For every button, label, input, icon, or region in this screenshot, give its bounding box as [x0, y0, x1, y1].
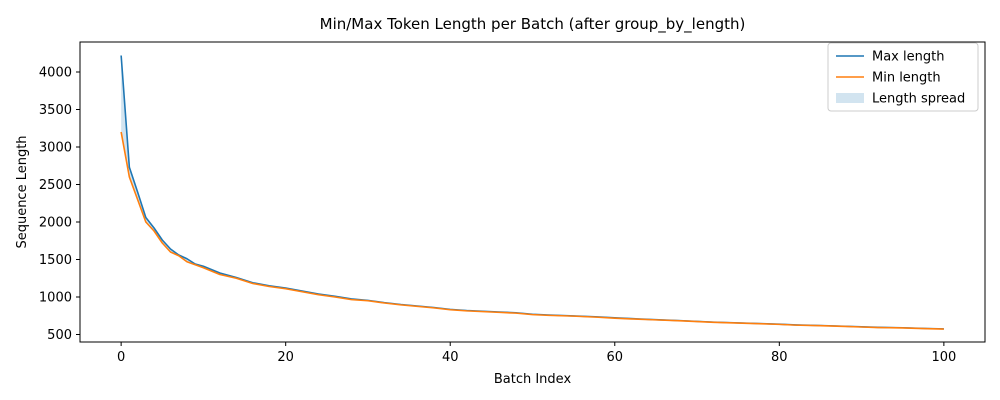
legend-spread-swatch	[836, 93, 864, 103]
y-tick-label: 500	[47, 328, 72, 343]
legend-spread-label: Length spread	[872, 92, 965, 107]
x-ticks: 0 20 40 60 80 100	[117, 342, 956, 365]
axes-frame	[79, 41, 986, 343]
x-tick-label: 80	[771, 350, 788, 365]
x-tick-label: 40	[442, 350, 459, 365]
y-ticks: 500 1000 1500 2000 2500 3000 3500 4000	[39, 66, 80, 343]
x-tick-label: 0	[117, 350, 125, 365]
y-tick-label: 2000	[39, 216, 72, 231]
min-length-line	[120, 131, 944, 330]
legend-box	[827, 42, 979, 112]
x-tick-label: 60	[606, 350, 623, 365]
x-tick-label: 20	[277, 350, 294, 365]
x-tick-label: 100	[931, 350, 956, 365]
y-tick-label: 3500	[39, 103, 72, 118]
lines-layer	[120, 55, 944, 330]
legend: Max length Min length Length spread	[827, 42, 979, 112]
y-tick-label: 1000	[39, 291, 72, 306]
legend-min-label: Min length	[872, 71, 941, 86]
y-tick-label: 4000	[39, 66, 72, 81]
chart-title: Min/Max Token Length per Batch (after gr…	[320, 15, 746, 34]
y-tick-label: 2500	[39, 178, 72, 193]
x-axis-label: Batch Index	[494, 372, 572, 387]
y-tick-label: 3000	[39, 141, 72, 156]
y-axis-label: Sequence Length	[15, 135, 30, 248]
legend-max-label: Max length	[872, 50, 944, 65]
y-tick-label: 1500	[39, 253, 72, 268]
